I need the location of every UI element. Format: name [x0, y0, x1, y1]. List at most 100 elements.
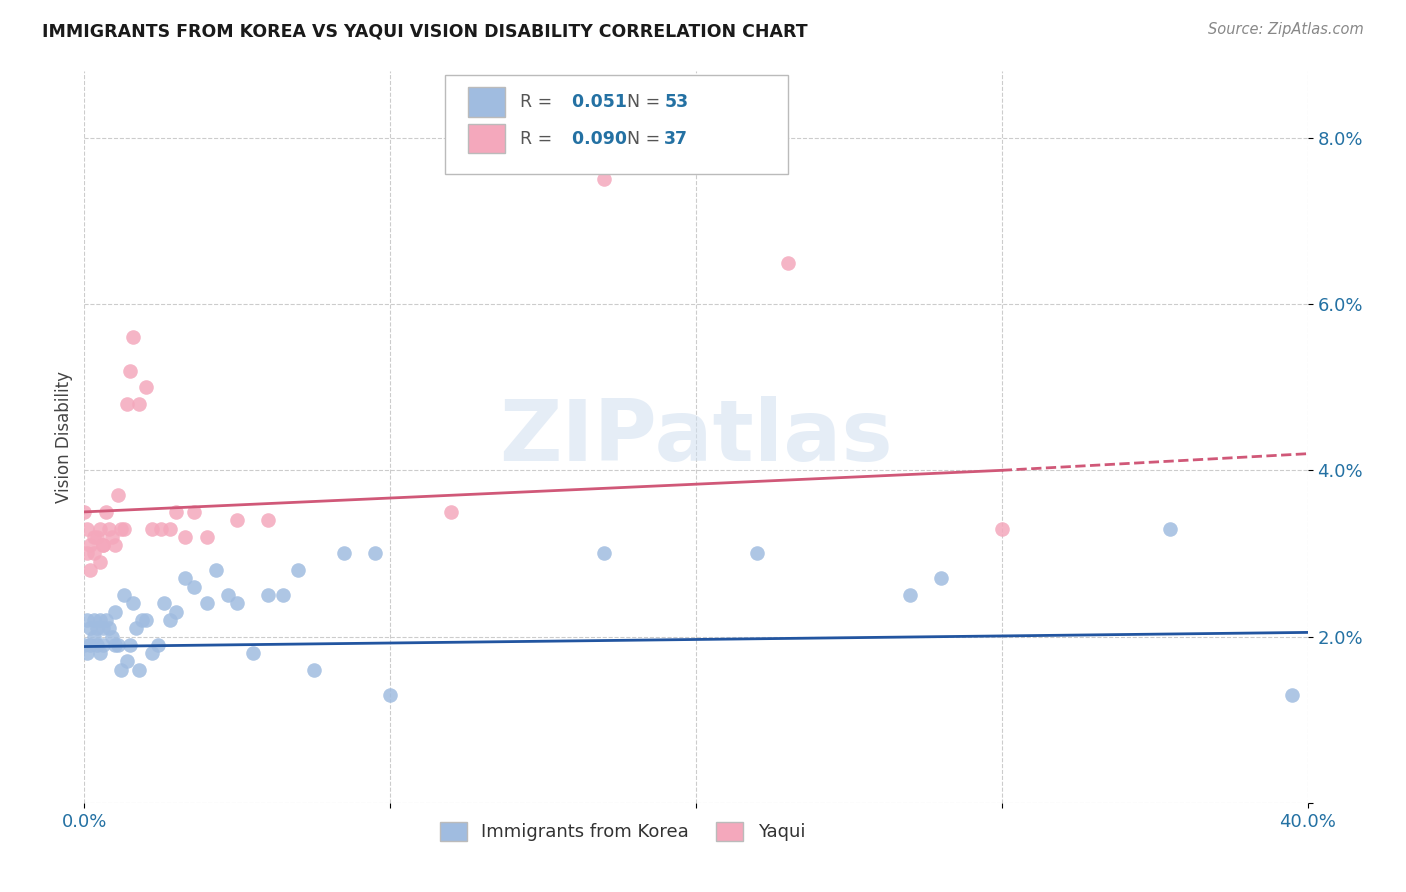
Point	[287, 563, 309, 577]
Point	[97, 521, 120, 535]
Point	[86, 530, 108, 544]
Point	[593, 546, 616, 560]
Text: N =: N =	[627, 93, 661, 112]
Point	[380, 688, 402, 702]
Point	[97, 621, 120, 635]
Point	[135, 380, 157, 394]
FancyBboxPatch shape	[446, 75, 787, 174]
Point	[183, 580, 205, 594]
Point	[159, 521, 181, 535]
Point	[83, 613, 105, 627]
Point	[776, 255, 799, 269]
Point	[747, 546, 769, 560]
Point	[1159, 521, 1181, 535]
Text: 0.090: 0.090	[567, 129, 627, 148]
Point	[83, 530, 105, 544]
Point	[165, 505, 187, 519]
Point	[135, 613, 157, 627]
Point	[76, 546, 98, 560]
Point	[91, 538, 114, 552]
Point	[128, 397, 150, 411]
Point	[94, 613, 117, 627]
Point	[76, 646, 98, 660]
Point	[104, 638, 127, 652]
Point	[73, 505, 96, 519]
Point	[153, 596, 176, 610]
Point	[165, 605, 187, 619]
Point	[120, 363, 142, 377]
Point	[115, 655, 138, 669]
Point	[174, 530, 197, 544]
Point	[91, 621, 114, 635]
Point	[89, 613, 111, 627]
Point	[174, 571, 197, 585]
Point	[79, 621, 101, 635]
Point	[115, 397, 138, 411]
Point	[122, 330, 145, 344]
Point	[149, 521, 172, 535]
Point	[89, 646, 111, 660]
Point	[333, 546, 356, 560]
Point	[128, 663, 150, 677]
Point	[94, 505, 117, 519]
Text: IMMIGRANTS FROM KOREA VS YAQUI VISION DISABILITY CORRELATION CHART: IMMIGRANTS FROM KOREA VS YAQUI VISION DI…	[42, 22, 808, 40]
Point	[83, 546, 105, 560]
Text: N =: N =	[627, 129, 661, 148]
Point	[76, 613, 98, 627]
Point	[183, 505, 205, 519]
Point	[104, 605, 127, 619]
Text: R =: R =	[520, 129, 553, 148]
Text: 0.051: 0.051	[567, 93, 627, 112]
Point	[79, 638, 101, 652]
Point	[107, 488, 129, 502]
Point	[79, 538, 101, 552]
FancyBboxPatch shape	[468, 87, 505, 117]
Point	[101, 530, 124, 544]
Point	[257, 513, 280, 527]
Point	[141, 646, 163, 660]
Point	[110, 521, 132, 535]
Point	[226, 513, 249, 527]
Point	[242, 646, 264, 660]
Point	[83, 630, 105, 644]
Point	[86, 638, 108, 652]
Point	[141, 521, 163, 535]
Point	[271, 588, 294, 602]
Text: ZIPatlas: ZIPatlas	[499, 395, 893, 479]
Point	[110, 663, 132, 677]
Point	[79, 563, 101, 577]
Text: 37: 37	[664, 129, 688, 148]
Point	[91, 538, 114, 552]
Point	[1281, 688, 1303, 702]
Point	[89, 555, 111, 569]
Point	[217, 588, 239, 602]
Point	[440, 505, 463, 519]
Point	[76, 521, 98, 535]
Point	[91, 638, 114, 652]
Point	[122, 596, 145, 610]
Point	[112, 588, 135, 602]
Y-axis label: Vision Disability: Vision Disability	[55, 371, 73, 503]
Point	[302, 663, 325, 677]
Point	[89, 521, 111, 535]
Point	[593, 172, 616, 186]
Point	[86, 621, 108, 635]
Text: Source: ZipAtlas.com: Source: ZipAtlas.com	[1208, 22, 1364, 37]
Legend: Immigrants from Korea, Yaqui: Immigrants from Korea, Yaqui	[433, 814, 813, 848]
Point	[195, 596, 218, 610]
Point	[898, 588, 921, 602]
Point	[146, 638, 169, 652]
Point	[226, 596, 249, 610]
Point	[195, 530, 218, 544]
Point	[120, 638, 142, 652]
Point	[131, 613, 153, 627]
Point	[112, 521, 135, 535]
Point	[991, 521, 1014, 535]
Point	[73, 638, 96, 652]
Point	[159, 613, 181, 627]
FancyBboxPatch shape	[468, 124, 505, 153]
Point	[929, 571, 952, 585]
Point	[125, 621, 148, 635]
Point	[104, 538, 127, 552]
Point	[257, 588, 280, 602]
